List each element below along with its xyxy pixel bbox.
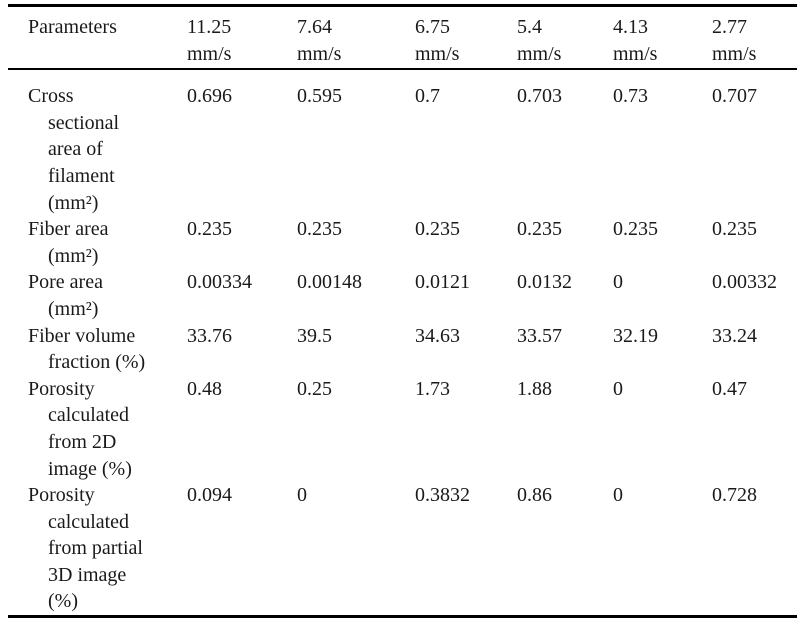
column-header-speed: 4.13 mm/s <box>613 6 712 70</box>
speed-unit: mm/s <box>613 42 658 65</box>
cell-value: 0.0121 <box>415 271 470 294</box>
speed-unit: mm/s <box>517 42 562 65</box>
cell-value: 0.235 <box>517 218 562 241</box>
speed-value: 4.13 <box>613 16 648 38</box>
cell-value: 0 <box>613 271 623 294</box>
row-label-line: 3D image <box>48 563 127 586</box>
row-label-line: (mm²) <box>48 244 99 267</box>
column-header-speed: 11.25 mm/s <box>187 6 297 70</box>
speed-value: 11.25 <box>187 16 232 38</box>
row-label-line: Porosity <box>28 484 95 507</box>
cell-value: 0.235 <box>712 218 757 241</box>
cell-value: 39.5 <box>297 324 332 347</box>
cell-value: 0.235 <box>297 218 342 241</box>
parameters-table: Parameters 11.25 mm/s 7.64 mm/s 6.75 mm/s 5.4 m… <box>8 4 797 619</box>
cell-value: 0.235 <box>415 218 460 241</box>
cell-value: 34.63 <box>415 324 460 347</box>
cell-value: 0.707 <box>712 85 757 108</box>
speed-value: 6.75 <box>415 16 450 38</box>
row-label-line: from partial <box>48 537 143 560</box>
cell-value: 0.3832 <box>415 484 470 507</box>
cell-value: 0.00334 <box>187 271 252 294</box>
table-row: Pore area (mm²) 0.00334 0.00148 0.0121 0.0132… <box>8 269 797 322</box>
cell-value: 0.73 <box>613 85 648 108</box>
row-label-line: image (%) <box>48 457 132 480</box>
cell-value: 0 <box>297 484 307 507</box>
row-label: Fiber area (mm²) <box>8 216 187 269</box>
speed-unit: mm/s <box>297 42 342 65</box>
row-label-line: fraction (%) <box>48 351 146 374</box>
header-row: Parameters 11.25 mm/s 7.64 mm/s 6.75 mm/s 5.4 m… <box>8 6 797 70</box>
cell-value: 0.595 <box>297 85 342 108</box>
row-label-line: Pore area <box>28 271 103 294</box>
cell-value: 0.7 <box>415 85 440 108</box>
cell-value: 0.00148 <box>297 271 362 294</box>
table-row: Porosity calculated from 2D image (%) 0.48 0.… <box>8 376 797 482</box>
row-label: Porosity calculated from 2D image (%) <box>8 376 187 482</box>
speed-value: 7.64 <box>297 16 332 38</box>
cell-value: 0 <box>613 377 623 400</box>
table-header: Parameters 11.25 mm/s 7.64 mm/s 6.75 mm/s 5.4 m… <box>8 6 797 70</box>
cell-value: 0.25 <box>297 377 332 400</box>
row-label-line: Fiber volume <box>28 324 136 347</box>
row-label-line: from 2D <box>48 430 117 453</box>
row-label-line: Cross <box>28 85 74 108</box>
speed-unit: mm/s <box>187 42 232 65</box>
row-label-line: sectional <box>48 111 120 134</box>
speed-unit: mm/s <box>415 42 460 65</box>
row-label-line: (mm²) <box>48 297 99 320</box>
cell-value: 0.235 <box>613 218 658 241</box>
column-header-speed: 7.64 mm/s <box>297 6 415 70</box>
row-label-line: filament <box>48 164 115 187</box>
row-label: Pore area (mm²) <box>8 269 187 322</box>
column-header-speed: 5.4 mm/s <box>517 6 613 70</box>
cell-value: 0.703 <box>517 85 562 108</box>
cell-value: 33.24 <box>712 324 757 347</box>
cell-value: 0.696 <box>187 85 232 108</box>
row-label-line: (%) <box>48 590 78 613</box>
cell-value: 33.57 <box>517 324 562 347</box>
table-row: Fiber area (mm²) 0.235 0.235 0.235 0.235 0.235… <box>8 216 797 269</box>
cell-value: 33.76 <box>187 324 232 347</box>
cell-value: 0.728 <box>712 484 757 507</box>
column-header-parameters: Parameters <box>28 16 117 38</box>
cell-value: 32.19 <box>613 324 658 347</box>
paper-table-page: Parameters 11.25 mm/s 7.64 mm/s 6.75 mm/s 5.4 m… <box>0 4 806 619</box>
row-label-line: calculated <box>48 510 130 533</box>
cell-value: 0 <box>613 484 623 507</box>
speed-unit: mm/s <box>712 42 757 65</box>
column-header-speed: 6.75 mm/s <box>415 6 517 70</box>
cell-value: 0.094 <box>187 484 232 507</box>
row-label-line: Fiber area <box>28 218 109 241</box>
cell-value: 1.88 <box>517 377 552 400</box>
row-label-line: calculated <box>48 404 130 427</box>
cell-value: 0.0132 <box>517 271 572 294</box>
row-label-line: Porosity <box>28 377 95 400</box>
cell-value: 0.00332 <box>712 271 777 294</box>
table-row: Fiber volume fraction (%) 33.76 39.5 34.63 33… <box>8 323 797 376</box>
speed-value: 2.77 <box>712 16 747 38</box>
cell-value: 1.73 <box>415 377 450 400</box>
row-label: Porosity calculated from partial 3D image (%… <box>8 482 187 616</box>
row-label: Fiber volume fraction (%) <box>8 323 187 376</box>
cell-value: 0.86 <box>517 484 552 507</box>
cell-value: 0.235 <box>187 218 232 241</box>
table-row: Porosity calculated from partial 3D image (%… <box>8 482 797 616</box>
row-label: Cross sectional area of filament (mm²) <box>8 69 187 216</box>
column-header-speed: 2.77 mm/s <box>712 6 797 70</box>
cell-value: 0.48 <box>187 377 222 400</box>
row-label-line: area of <box>48 138 103 161</box>
row-label-line: (mm²) <box>48 191 99 214</box>
speed-value: 5.4 <box>517 16 542 38</box>
table-row: Cross sectional area of filament (mm²) 0.696 0… <box>8 69 797 216</box>
cell-value: 0.47 <box>712 377 747 400</box>
table-body: Cross sectional area of filament (mm²) 0.696 0… <box>8 69 797 616</box>
